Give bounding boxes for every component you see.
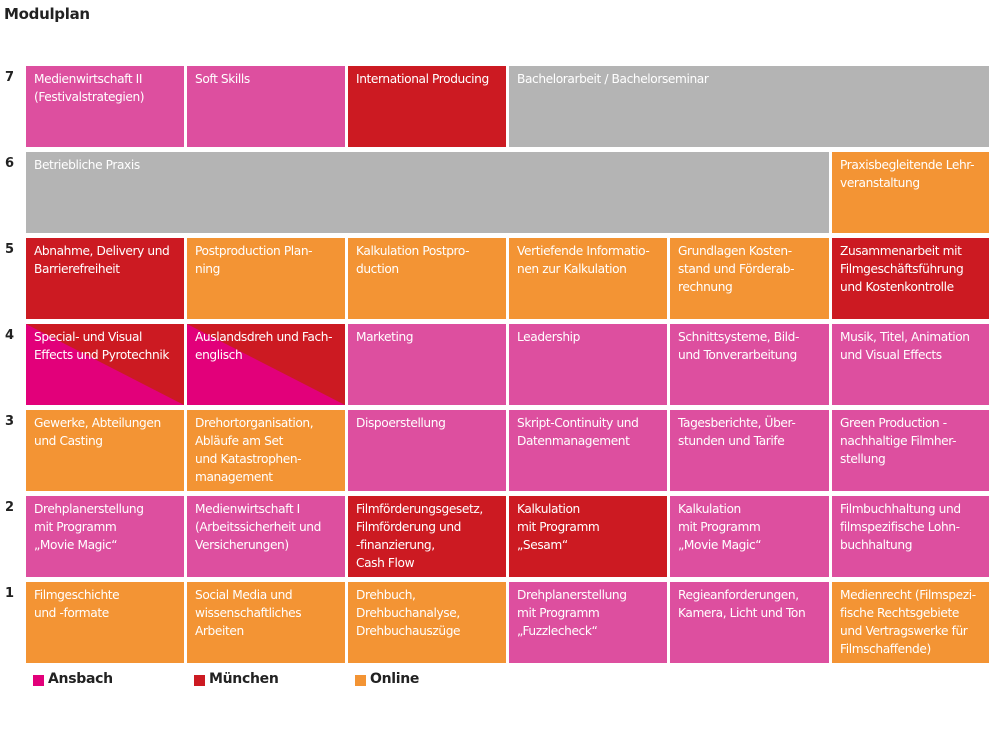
semester-label-6: 6	[5, 156, 15, 171]
module-cell: Marketing	[348, 324, 506, 405]
module-cell: Medienwirtschaft II (Festivalstrategien)	[26, 66, 184, 147]
module-cell: Medienrecht (Filmspezi- fische Rechtsgeb…	[832, 582, 989, 663]
semester-label-1: 1	[5, 586, 15, 601]
module-cell: Tagesberichte, Über- stunden und Tarife	[670, 410, 829, 491]
module-cell: Drehplanerstellung mit Programm „Movie M…	[26, 496, 184, 577]
module-cell: Soft Skills	[187, 66, 345, 147]
legend-label: Online	[370, 671, 420, 687]
module-cell: Filmgeschichte und -formate	[26, 582, 184, 663]
module-cell: Medienwirtschaft I (Arbeitssicherheit un…	[187, 496, 345, 577]
semester-label-2: 2	[5, 500, 15, 515]
module-cell: Filmbuchhaltung und filmspezifische Lohn…	[832, 496, 989, 577]
module-cell: Schnittsysteme, Bild- und Tonverarbeitun…	[670, 324, 829, 405]
module-cell: Green Production - nachhaltige Filmher- …	[832, 410, 989, 491]
module-cell: Kalkulation Postpro- duction	[348, 238, 506, 319]
legend-swatch-ansbach	[33, 675, 44, 686]
module-cell: Filmförderungsgesetz, Filmförderung und …	[348, 496, 506, 577]
module-cell: Regieanforderungen, Kamera, Licht und To…	[670, 582, 829, 663]
semester-label-7: 7	[5, 70, 15, 85]
ansbach-split-shape	[26, 324, 184, 405]
module-cell: Skript-Continuity und Datenmanagement	[509, 410, 667, 491]
module-cell: Gewerke, Abteilungen und Casting	[26, 410, 184, 491]
module-cell: Abnahme, Delivery und Barrierefreiheit	[26, 238, 184, 319]
module-cell: Special- und Visual Effects und Pyrotech…	[26, 324, 184, 405]
module-cell: Postproduction Plan- ning	[187, 238, 345, 319]
module-cell: Bachelorarbeit / Bachelorseminar	[509, 66, 989, 147]
module-cell: Musik, Titel, Animation und Visual Effec…	[832, 324, 989, 405]
legend-label: München	[209, 671, 279, 687]
module-cell: Drehplanerstellung mit Programm „Fuzzlec…	[509, 582, 667, 663]
module-cell: Drehortorganisation, Abläufe am Set und …	[187, 410, 345, 491]
module-cell: Vertiefende Informatio- nen zur Kalkulat…	[509, 238, 667, 319]
legend-swatch-online	[355, 675, 366, 686]
module-cell: Zusammenarbeit mit Filmgeschäftsführung …	[832, 238, 989, 319]
module-cell: Betriebliche Praxis	[26, 152, 829, 233]
module-cell: Grundlagen Kosten- stand und Förderab- r…	[670, 238, 829, 319]
module-cell: Leadership	[509, 324, 667, 405]
semester-label-5: 5	[5, 242, 15, 257]
module-cell: Dispoerstellung	[348, 410, 506, 491]
module-cell: Drehbuch, Drehbuchanalyse, Drehbuchauszü…	[348, 582, 506, 663]
module-cell: Social Media und wissenschaftliches Arbe…	[187, 582, 345, 663]
module-cell: Auslandsdreh und Fach- englisch	[187, 324, 345, 405]
ansbach-split-shape	[187, 324, 345, 405]
legend-label: Ansbach	[48, 671, 113, 687]
module-cell: Kalkulation mit Programm „Movie Magic“	[670, 496, 829, 577]
semester-label-3: 3	[5, 414, 15, 429]
page-title: Modulplan	[4, 5, 90, 23]
module-cell: International Producing	[348, 66, 506, 147]
module-cell: Praxisbegleitende Lehr- veranstaltung	[832, 152, 989, 233]
semester-label-4: 4	[5, 328, 15, 343]
module-cell: Kalkulation mit Programm „Sesam“	[509, 496, 667, 577]
legend-swatch-muenchen	[194, 675, 205, 686]
